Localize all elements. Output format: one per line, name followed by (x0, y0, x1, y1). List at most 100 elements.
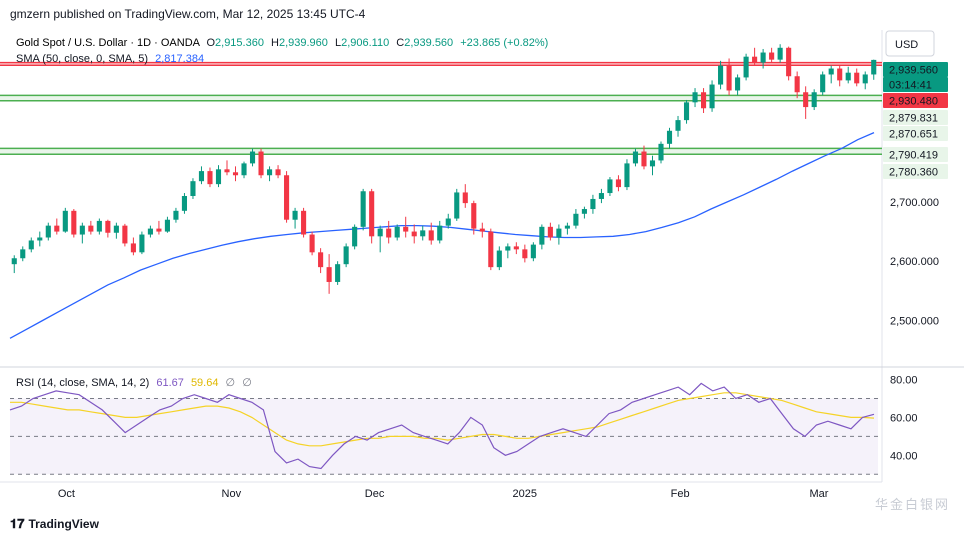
candle (301, 207, 307, 238)
candle (488, 228, 494, 271)
candle-body (828, 68, 834, 75)
candle-body (726, 65, 732, 91)
candle (352, 224, 358, 250)
price-tick-label: 2,700.000 (890, 197, 939, 209)
candle-body (164, 219, 170, 232)
symbol-legend: Gold Spot / U.S. Dollar · 1D · OANDA O2,… (16, 37, 548, 49)
time-tick-label: Nov (222, 488, 242, 500)
candle-body (743, 56, 749, 78)
candle (241, 161, 247, 179)
candles-layer[interactable] (11, 44, 877, 294)
candle (649, 155, 656, 176)
rsi-sma-value: 59.64 (191, 377, 219, 389)
candle (224, 160, 230, 176)
price-badge: 2,780.360 (883, 164, 948, 179)
candle-body (335, 264, 341, 282)
candle-body (181, 196, 188, 211)
price-badge-text: 2,939.560 (889, 65, 938, 77)
price-badge-text: 2,930.480 (889, 96, 938, 108)
candle-body (394, 226, 400, 238)
candle-body (496, 250, 502, 268)
candle-body (207, 171, 213, 185)
candle (803, 86, 809, 119)
candle-body (556, 228, 562, 238)
candle (96, 218, 102, 235)
candle (258, 148, 264, 179)
candle (28, 237, 34, 253)
candle-body (37, 237, 43, 241)
candle (683, 99, 690, 124)
candle (343, 243, 349, 268)
candle (62, 207, 68, 233)
candle (105, 219, 111, 238)
candle (632, 148, 639, 167)
candle-body (445, 218, 451, 226)
candle (854, 68, 860, 87)
zone-band-1 (0, 95, 882, 101)
price-badge-text: 2,870.651 (889, 129, 938, 141)
candle (692, 88, 698, 108)
candle-body (658, 143, 664, 161)
candle-body (105, 220, 111, 233)
tradingview-brand[interactable]: 𝟏𝟕 TradingView (10, 516, 99, 532)
candle-body (811, 92, 817, 108)
candle (752, 47, 758, 66)
tradingview-logo-icon: 𝟏𝟕 (10, 516, 25, 531)
sma-legend: SMA (50, close, 0, SMA, 5) 2,817.384 (16, 53, 204, 65)
candle-body (462, 192, 468, 204)
time-tick-label: Oct (58, 488, 75, 500)
rsi-tick-label: 60.00 (890, 412, 918, 424)
candle (496, 246, 502, 271)
watermark-logo: 华金白银网 (874, 497, 950, 512)
low-label: L (335, 37, 341, 49)
candle-body (709, 84, 715, 109)
candle (20, 246, 26, 262)
candle (513, 242, 519, 255)
candle (837, 65, 843, 87)
candle (641, 145, 647, 170)
candle (318, 248, 324, 274)
open-label: O (206, 37, 215, 49)
candle (139, 231, 145, 255)
price-badge: 2,879.831 (883, 110, 948, 125)
time-tick-label: 2025 (512, 488, 536, 500)
candle (113, 222, 119, 239)
candle-body (547, 226, 553, 238)
candle-body (564, 225, 570, 229)
candle (173, 207, 179, 223)
candle-body (156, 228, 162, 232)
candle (54, 218, 60, 235)
candle (156, 220, 162, 235)
price-badge: 03:14:41 (883, 77, 948, 92)
candle (811, 89, 817, 111)
candle (454, 188, 460, 221)
rsi-extra-2: ∅ (242, 377, 252, 389)
rsi-legend: RSI (14, close, SMA, 14, 2) 61.67 59.64 … (16, 377, 252, 389)
candle-body (173, 210, 179, 220)
candle-body (735, 77, 741, 91)
price-badge: 2,930.480 (883, 93, 948, 108)
time-tick-label: Dec (365, 488, 385, 500)
candle (207, 167, 213, 188)
candle (573, 209, 579, 229)
currency-button[interactable] (885, 30, 935, 57)
candle-body (45, 225, 51, 238)
brand-name: TradingView (28, 517, 99, 531)
rsi-tick-label: 80.00 (890, 375, 918, 387)
candle-body (147, 228, 153, 235)
time-axis[interactable]: Oct Nov Dec 2025 Feb Mar (58, 488, 829, 500)
candle (190, 178, 196, 199)
rsi-extra-1: ∅ (226, 377, 236, 389)
candle (828, 65, 834, 84)
candle-body (11, 258, 17, 265)
price-badge-bg (883, 77, 948, 92)
price-axis[interactable]: 2,500.000 2,600.000 2,700.000 (890, 197, 939, 328)
candle-body (266, 169, 273, 176)
candle (718, 60, 724, 90)
high-label: H (271, 37, 279, 49)
candle-body (326, 267, 332, 282)
rsi-axis[interactable]: 40.00 60.00 80.00 (890, 375, 918, 463)
price-badge-bg (883, 93, 948, 108)
candle-body (837, 68, 843, 81)
